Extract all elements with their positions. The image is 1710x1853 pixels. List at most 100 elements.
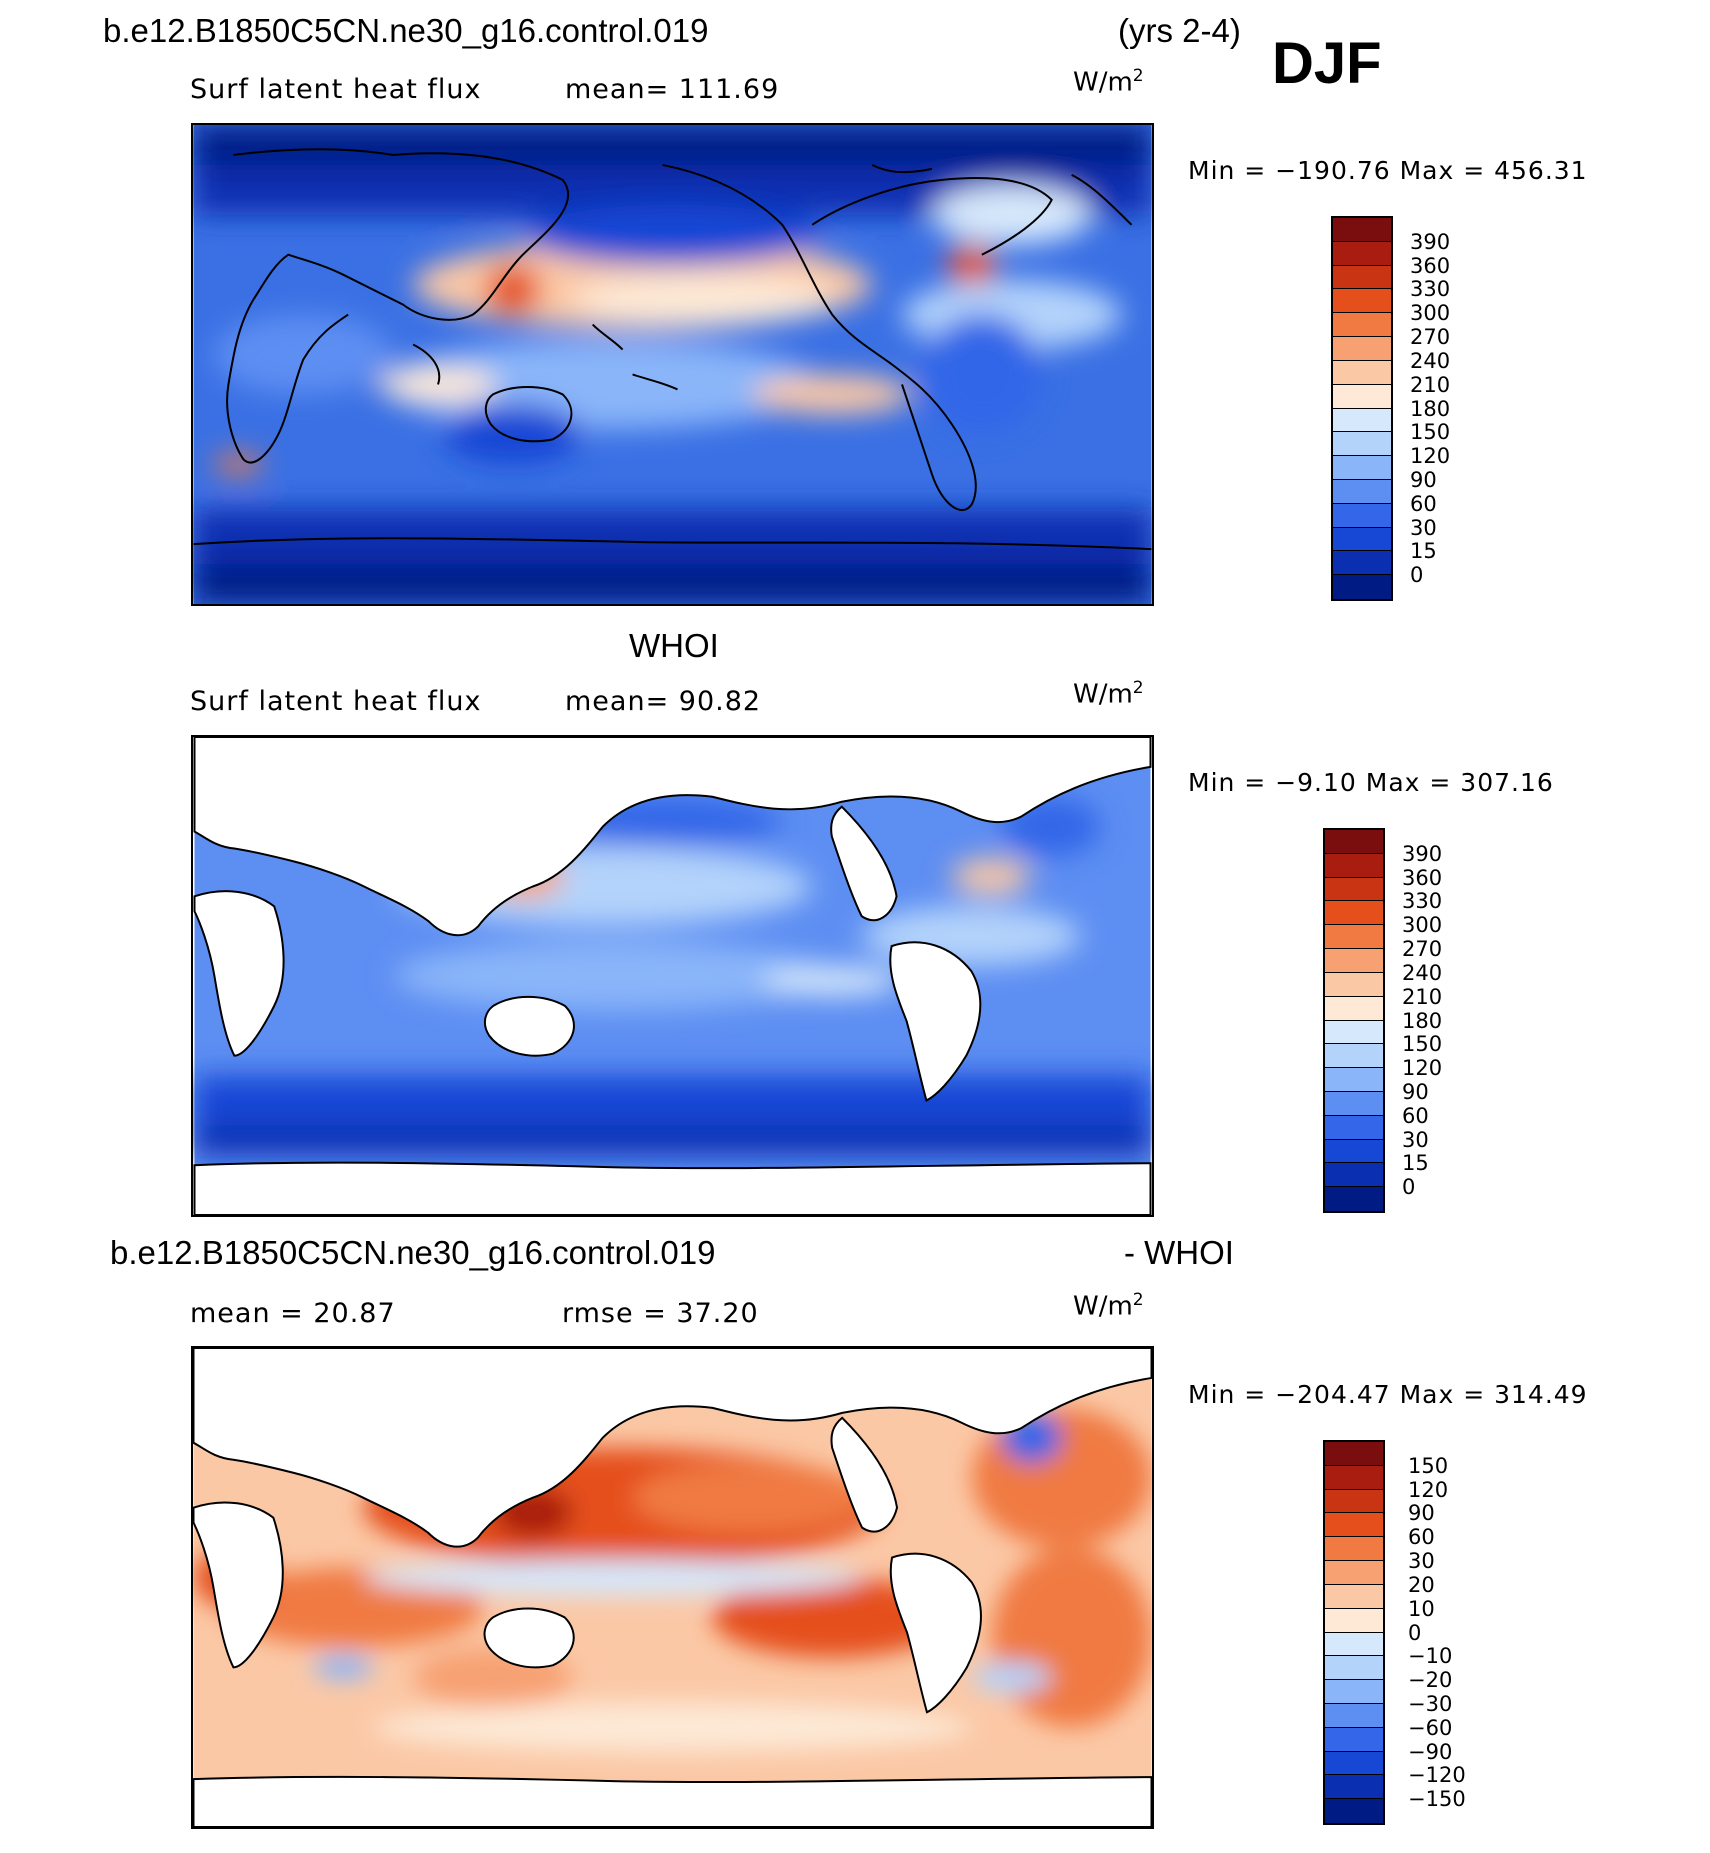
- colorbar-tick-label: 0: [1410, 563, 1424, 588]
- panel1-mean: mean= 111.69: [565, 74, 780, 105]
- colorbar-tick-label: 90: [1408, 1501, 1435, 1526]
- colorbar-tick-label: 60: [1402, 1103, 1429, 1128]
- colorbar-tick-label: −90: [1408, 1739, 1453, 1764]
- panel3-colorbar: [1323, 1440, 1385, 1825]
- colorbar-segment: [1325, 1068, 1383, 1092]
- panel1-minmax: Min = −190.76 Max = 456.31: [1188, 156, 1588, 185]
- panel3-diff-label: - WHOI: [1124, 1234, 1234, 1271]
- colorbar-tick-label: 240: [1402, 960, 1443, 985]
- panel2-map: [191, 735, 1154, 1217]
- panel1-units: W/m2: [1073, 66, 1144, 98]
- panel1-map-canvas: [193, 125, 1152, 604]
- colorbar-segment: [1325, 1561, 1383, 1585]
- colorbar-segment: [1325, 1584, 1383, 1609]
- panel2-colorbar: [1323, 828, 1385, 1213]
- colorbar-segment: [1333, 408, 1391, 433]
- colorbar-segment: [1325, 1632, 1383, 1657]
- colorbar-tick-label: 210: [1410, 372, 1451, 397]
- colorbar-tick-label: 60: [1408, 1525, 1435, 1550]
- panel2-mean: mean= 90.82: [565, 686, 762, 717]
- colorbar-tick-label: 20: [1408, 1572, 1435, 1597]
- colorbar-tick-label: 390: [1410, 229, 1451, 254]
- colorbar-tick-label: 10: [1408, 1596, 1435, 1621]
- colorbar-segment: [1333, 360, 1391, 385]
- colorbar-tick-label: 15: [1402, 1151, 1429, 1176]
- colorbar-tick-label: −10: [1408, 1644, 1453, 1669]
- panel2-map-canvas: [193, 737, 1152, 1215]
- panel3-rmse: rmse = 37.20: [562, 1298, 759, 1329]
- colorbar-segment: [1325, 925, 1383, 950]
- panel3-map: [191, 1346, 1154, 1829]
- colorbar-segment: [1325, 830, 1383, 854]
- colorbar-tick-label: −20: [1408, 1668, 1453, 1693]
- colorbar-segment: [1333, 384, 1391, 409]
- panel2-units: W/m2: [1073, 678, 1144, 710]
- colorbar-tick-label: 90: [1410, 467, 1437, 492]
- colorbar-tick-label: 390: [1402, 841, 1443, 866]
- colorbar-segment: [1325, 996, 1383, 1021]
- colorbar-tick-label: 150: [1402, 1032, 1443, 1057]
- colorbar-segment: [1325, 1442, 1383, 1466]
- panel3-map-canvas: [193, 1348, 1152, 1827]
- panel3-mean: mean = 20.87: [190, 1298, 396, 1329]
- panel1-colorbar: [1331, 216, 1393, 601]
- colorbar-segment: [1325, 1020, 1383, 1045]
- colorbar-segment: [1325, 1775, 1383, 1800]
- colorbar-segment: [1325, 853, 1383, 878]
- colorbar-segment: [1325, 1727, 1383, 1752]
- colorbar-segment: [1325, 901, 1383, 926]
- colorbar-segment: [1325, 1163, 1383, 1188]
- colorbar-tick-label: 360: [1410, 253, 1451, 278]
- colorbar-segment: [1333, 313, 1391, 338]
- colorbar-tick-label: 0: [1402, 1175, 1416, 1200]
- colorbar-segment: [1333, 432, 1391, 457]
- colorbar-segment: [1333, 527, 1391, 552]
- colorbar-tick-label: 330: [1402, 889, 1443, 914]
- colorbar-tick-label: −120: [1408, 1763, 1466, 1788]
- colorbar-tick-label: 240: [1410, 348, 1451, 373]
- panel3-minmax: Min = −204.47 Max = 314.49: [1188, 1380, 1588, 1409]
- colorbar-tick-label: −60: [1408, 1715, 1453, 1740]
- colorbar-segment: [1325, 1656, 1383, 1681]
- colorbar-tick-label: 330: [1410, 277, 1451, 302]
- colorbar-segment: [1333, 456, 1391, 480]
- colorbar-segment: [1325, 1115, 1383, 1140]
- colorbar-segment: [1325, 972, 1383, 997]
- colorbar-tick-label: 0: [1408, 1620, 1422, 1645]
- colorbar-segment: [1325, 1489, 1383, 1514]
- colorbar-segment: [1325, 1608, 1383, 1633]
- colorbar-tick-label: 360: [1402, 865, 1443, 890]
- colorbar-tick-label: 150: [1408, 1453, 1449, 1478]
- colorbar-tick-label: 180: [1402, 1008, 1443, 1033]
- colorbar-segment: [1333, 337, 1391, 361]
- colorbar-tick-label: 120: [1402, 1056, 1443, 1081]
- colorbar-tick-label: 30: [1408, 1549, 1435, 1574]
- colorbar-tick-label: 15: [1410, 539, 1437, 564]
- colorbar-segment: [1333, 241, 1391, 266]
- colorbar-segment: [1325, 1513, 1383, 1538]
- years-label: (yrs 2-4): [1118, 12, 1241, 49]
- colorbar-tick-label: 270: [1410, 325, 1451, 350]
- season-label: DJF: [1272, 31, 1382, 96]
- colorbar-segment: [1333, 479, 1391, 504]
- colorbar-segment: [1325, 1044, 1383, 1069]
- panel2-minmax: Min = −9.10 Max = 307.16: [1188, 768, 1554, 797]
- colorbar-tick-label: −150: [1408, 1787, 1466, 1812]
- colorbar-tick-label: 120: [1410, 444, 1451, 469]
- colorbar-segment: [1325, 1091, 1383, 1116]
- colorbar-segment: [1325, 1187, 1383, 1211]
- colorbar-segment: [1325, 1799, 1383, 1823]
- colorbar-tick-label: 210: [1402, 984, 1443, 1009]
- colorbar-segment: [1325, 1537, 1383, 1562]
- colorbar-tick-label: 270: [1402, 937, 1443, 962]
- panel3-units: W/m2: [1073, 1290, 1144, 1322]
- panel1-map: [191, 123, 1154, 606]
- colorbar-tick-label: 300: [1410, 301, 1451, 326]
- colorbar-tick-label: 180: [1410, 396, 1451, 421]
- colorbar-tick-label: 150: [1410, 420, 1451, 445]
- panel1-coastlines: [193, 148, 1152, 551]
- colorbar-segment: [1333, 503, 1391, 528]
- colorbar-tick-label: 30: [1402, 1127, 1429, 1152]
- colorbar-segment: [1325, 877, 1383, 902]
- panel2-dataset-title: WHOI: [629, 627, 719, 664]
